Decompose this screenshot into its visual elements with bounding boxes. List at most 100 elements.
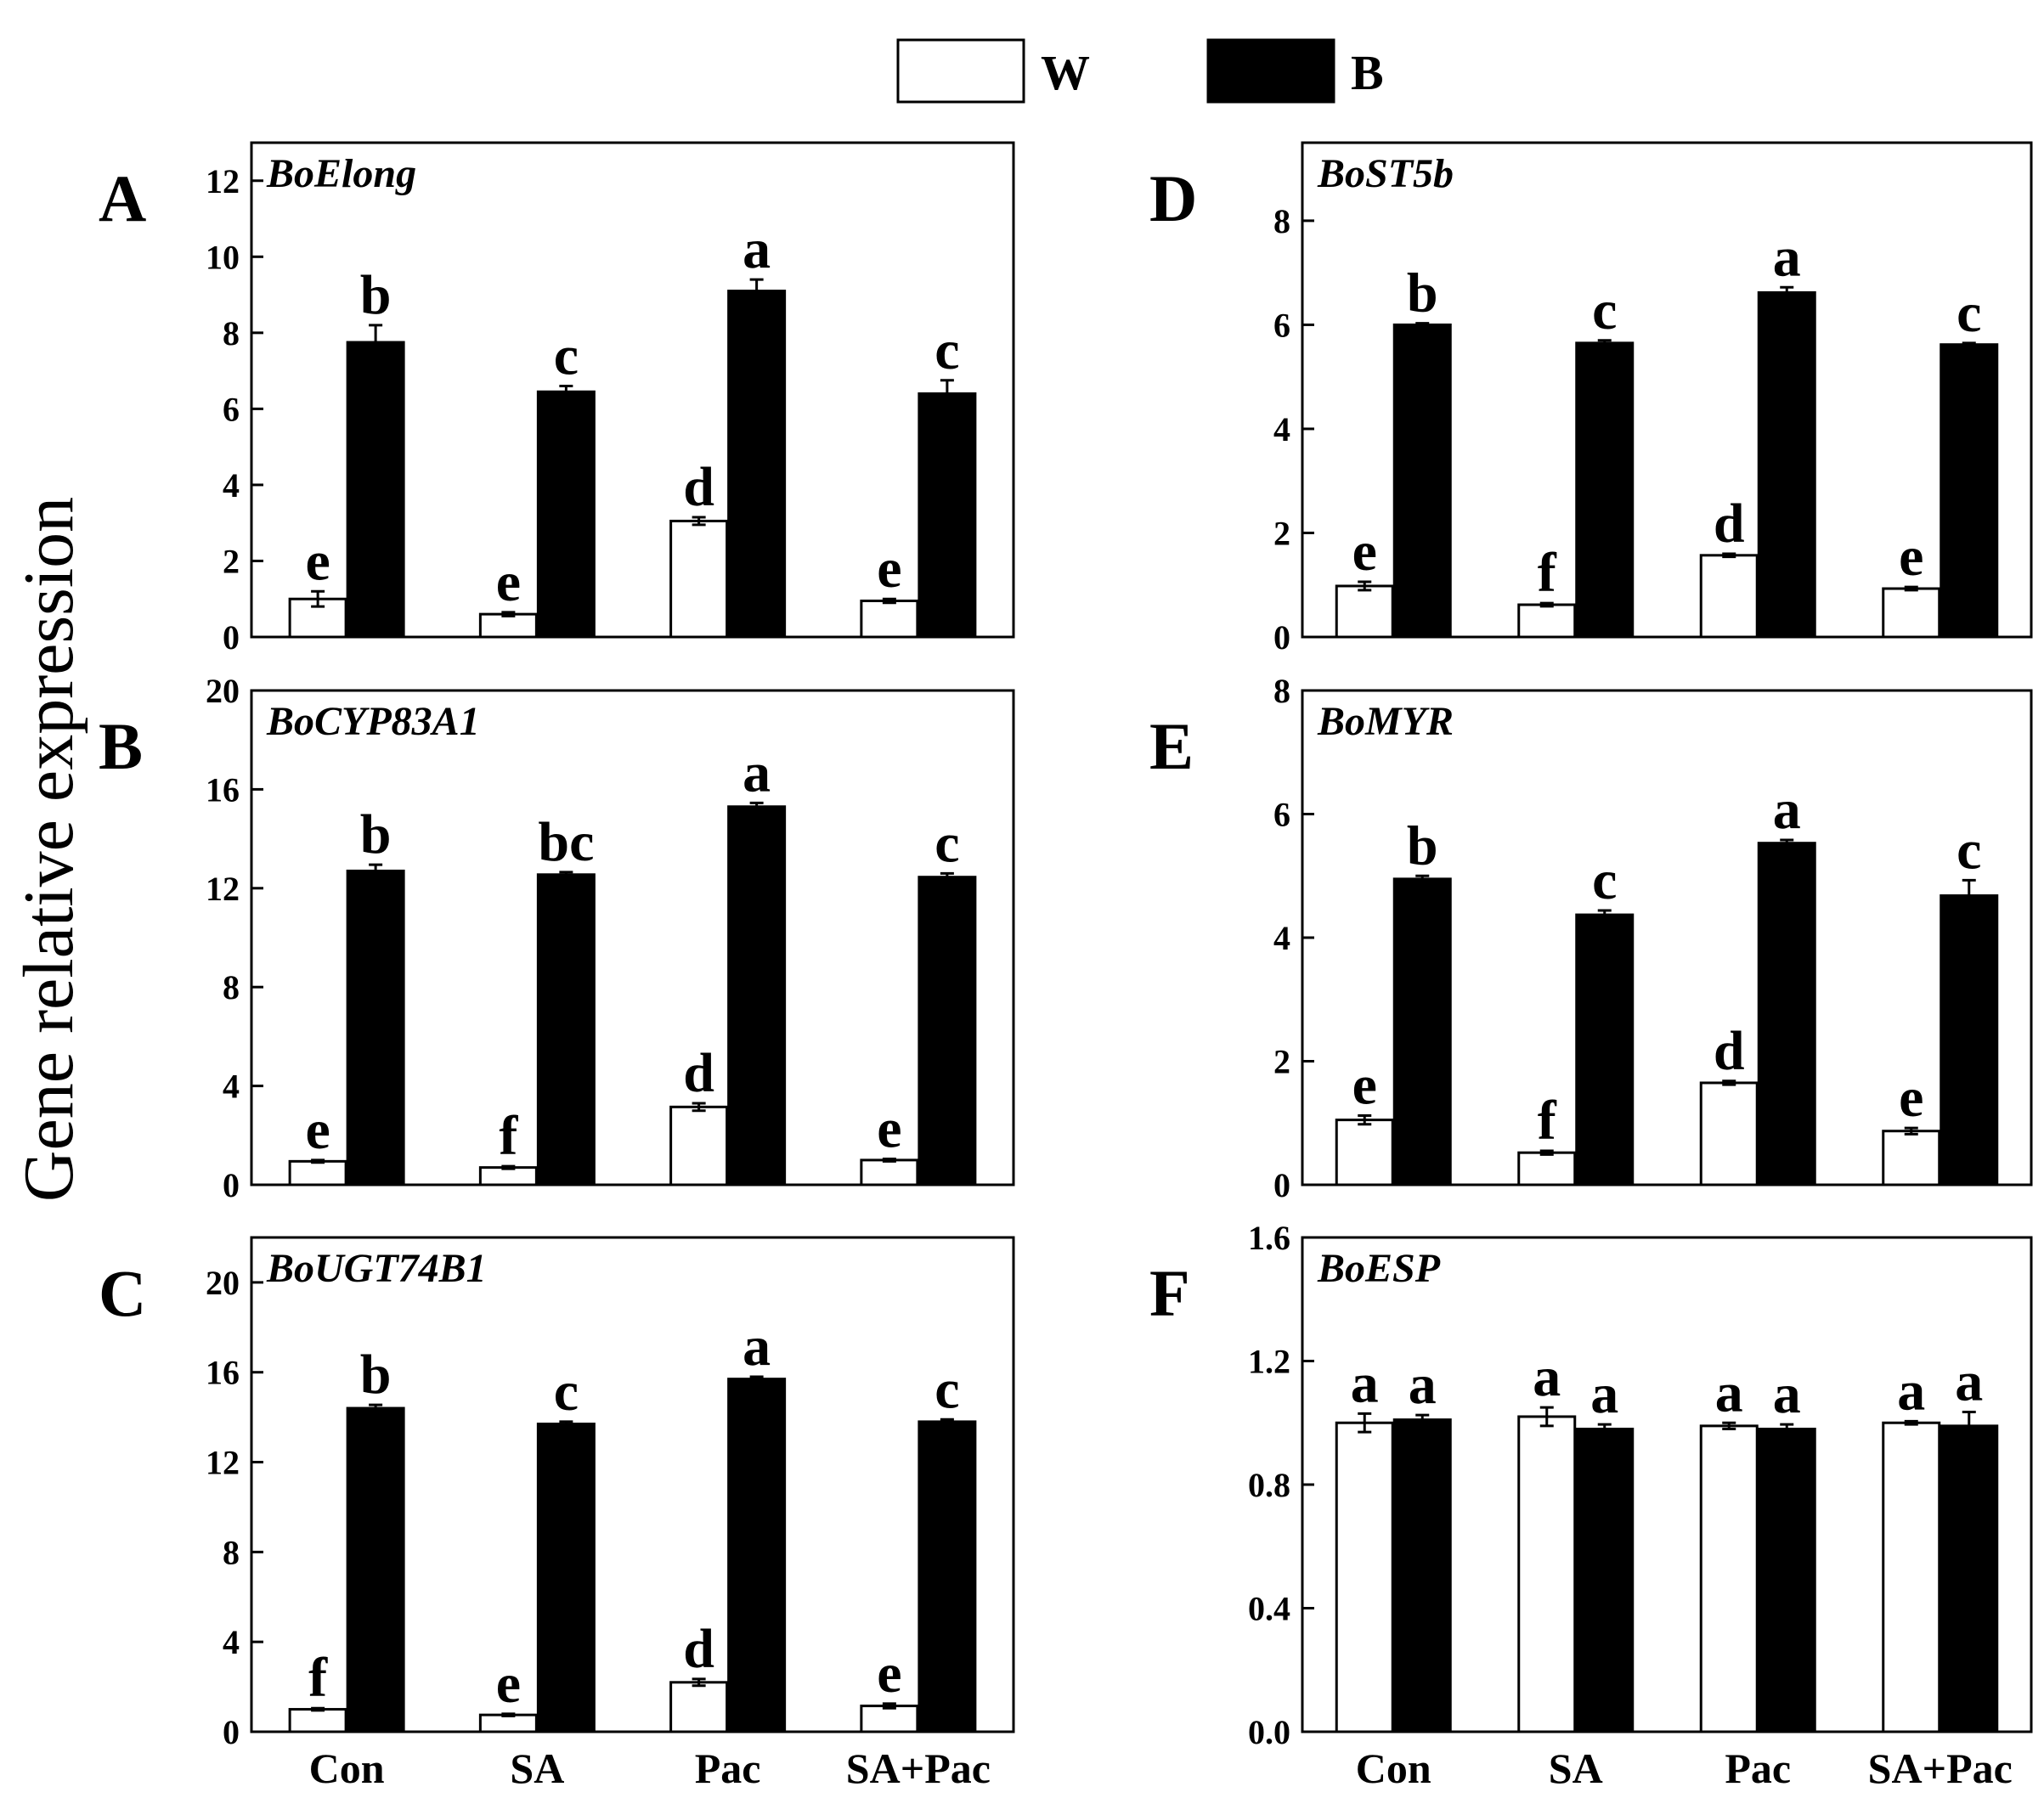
y-tick-label: 2 — [1273, 514, 1290, 552]
plot-frame — [250, 1236, 1015, 1733]
significance-letter: d — [1714, 1020, 1745, 1082]
y-tick-label: 2 — [223, 542, 240, 580]
bar-b-sa-pac — [918, 1420, 977, 1733]
y-tick-label: 4 — [1273, 919, 1290, 957]
plot-frame — [250, 141, 1015, 639]
bar-w-pac — [669, 1681, 729, 1733]
x-tick-label: SA+Pac — [1868, 1744, 2013, 1792]
significance-letter: b — [360, 803, 392, 865]
significance-letter: e — [496, 1653, 521, 1715]
significance-letter: e — [877, 1643, 901, 1705]
significance-letter: a — [1773, 226, 1801, 288]
significance-letter: a — [1533, 1346, 1561, 1408]
bar-b-pac — [727, 805, 787, 1186]
y-tick-label: 8 — [1273, 202, 1290, 240]
plot-frame — [250, 689, 1015, 1186]
gene-title: BoESP — [1317, 1246, 1441, 1291]
bar-w-sa — [1517, 1151, 1577, 1186]
x-tick-label: Pac — [695, 1744, 761, 1792]
legend-swatch-w — [896, 38, 1025, 104]
significance-letter: c — [1956, 282, 1981, 344]
panel-letter: F — [1149, 1256, 1190, 1330]
significance-letter: a — [1351, 1352, 1379, 1414]
x-tick-label: Con — [1356, 1744, 1431, 1792]
bar-w-sa — [478, 1713, 538, 1733]
significance-letter: a — [1409, 1354, 1437, 1416]
significance-letter: e — [496, 551, 521, 613]
panel-e: E BoMYR 0 2 4 6 8 e b f c d a e c — [1149, 672, 2033, 1204]
significance-letter: b — [360, 264, 392, 326]
y-tick-label: 4 — [223, 466, 240, 504]
significance-letter: c — [554, 325, 579, 387]
bar-w-pac — [1699, 1424, 1759, 1733]
significance-letter: e — [1352, 1055, 1377, 1117]
gene-title: BoUGT74B1 — [266, 1246, 487, 1291]
bar-w-sa-pac — [1882, 587, 1941, 639]
bar-b-con — [346, 869, 405, 1186]
y-tick-label: 8 — [223, 314, 240, 352]
y-tick-label: 6 — [1273, 796, 1290, 834]
significance-letter: c — [934, 812, 959, 874]
x-tick-label: Pac — [1725, 1744, 1791, 1792]
bar-b-sa-pac — [1940, 343, 1999, 639]
significance-letter: e — [877, 1097, 901, 1159]
bar-w-sa-pac — [860, 599, 919, 639]
bar-b-con — [346, 1406, 405, 1733]
bar-b-pac — [727, 1378, 787, 1733]
significance-letter: c — [1592, 279, 1617, 341]
bar-w-pac — [1699, 1081, 1759, 1186]
significance-letter: d — [683, 1042, 714, 1104]
plot-frame — [1301, 689, 2033, 1186]
y-tick-label: 0.0 — [1248, 1713, 1290, 1751]
panel-a: A BoElong 0 2 4 6 8 10 12 e b e c d a e c — [99, 141, 1015, 657]
bar-b-sa — [1575, 913, 1635, 1186]
significance-letter: c — [1956, 819, 1981, 881]
significance-letter: b — [1407, 262, 1438, 324]
y-tick-label: 8 — [223, 968, 240, 1006]
bar-w-con — [1335, 1421, 1394, 1733]
significance-letter: e — [1899, 526, 1923, 588]
y-tick-label: 1.2 — [1248, 1343, 1290, 1381]
y-tick-label: 12 — [206, 1444, 240, 1482]
y-tick-label: 12 — [206, 162, 240, 200]
bar-b-con — [1392, 323, 1452, 639]
bar-w-sa-pac — [1882, 1421, 1941, 1733]
x-tick-label: Con — [309, 1744, 385, 1792]
bar-w-pac — [1699, 554, 1759, 639]
bar-b-pac — [1757, 842, 1816, 1186]
significance-letter: a — [743, 741, 771, 803]
y-tick-label: 0 — [1273, 618, 1290, 657]
panel-letter: B — [99, 709, 143, 783]
significance-letter: e — [877, 538, 901, 600]
panel-b: B BoCYP83A1 0 4 8 12 16 20 e b f bc d a e c — [99, 672, 1015, 1204]
y-tick-label: 16 — [206, 1354, 240, 1392]
y-tick-label: 0 — [223, 1713, 240, 1751]
significance-letter: e — [305, 530, 330, 592]
legend-swatch-b — [1206, 38, 1335, 104]
significance-letter: a — [1773, 1363, 1801, 1425]
significance-letter: c — [1592, 849, 1617, 911]
y-tick-label: 0 — [1273, 1166, 1290, 1204]
bar-b-con — [346, 341, 405, 639]
significance-letter: e — [1352, 521, 1377, 583]
significance-letter: d — [1714, 493, 1745, 555]
bar-b-sa — [1575, 1428, 1635, 1733]
panel-letter: A — [99, 161, 146, 235]
panel-letter: E — [1149, 709, 1194, 783]
significance-letter: a — [1773, 779, 1801, 841]
y-tick-label: 8 — [223, 1533, 240, 1571]
panel-d: D BoST5b 0 2 4 6 8 e b f c d a e c — [1149, 141, 2033, 657]
significance-letter: a — [1897, 1360, 1925, 1422]
significance-letter: b — [1407, 814, 1438, 876]
y-tick-label: 8 — [1273, 672, 1290, 710]
y-tick-label: 0 — [223, 618, 240, 657]
panel-letter: D — [1149, 161, 1197, 235]
plot-frame — [1301, 1236, 2033, 1733]
bar-w-con — [1335, 1119, 1394, 1186]
y-tick-label: 12 — [206, 870, 240, 908]
y-tick-label: 0.8 — [1248, 1466, 1290, 1504]
y-tick-label: 2 — [1273, 1043, 1290, 1081]
panels: A BoElong 0 2 4 6 8 10 12 e b e c d a e c B BoCYP83A1 0 4 8 12… — [99, 141, 2033, 1792]
y-tick-label: 16 — [206, 770, 240, 809]
